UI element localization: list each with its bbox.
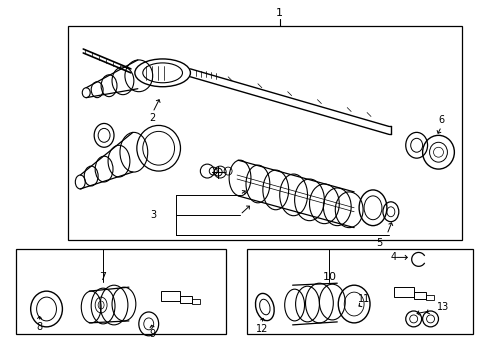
Bar — [180, 296, 192, 303]
Text: 10: 10 — [322, 272, 336, 282]
Bar — [425, 295, 433, 300]
Text: 9: 9 — [149, 329, 156, 339]
Bar — [246, 249, 472, 334]
Text: 12: 12 — [255, 324, 267, 334]
Text: 5: 5 — [375, 238, 381, 248]
Text: 1: 1 — [276, 8, 283, 18]
Bar — [192, 299, 200, 304]
Bar — [161, 291, 180, 301]
Text: 3: 3 — [150, 210, 157, 220]
Text: 4: 4 — [390, 252, 396, 262]
Bar — [413, 292, 425, 299]
Text: 6: 6 — [438, 116, 444, 126]
Text: 8: 8 — [37, 322, 42, 332]
Text: 2: 2 — [149, 113, 156, 123]
Bar — [16, 249, 225, 334]
Text: 13: 13 — [436, 302, 448, 312]
Bar — [68, 26, 461, 239]
Text: 7: 7 — [100, 272, 106, 282]
Bar — [393, 287, 413, 297]
Text: 11: 11 — [357, 294, 369, 304]
